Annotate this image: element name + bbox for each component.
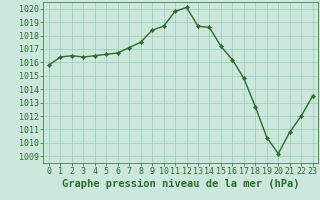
X-axis label: Graphe pression niveau de la mer (hPa): Graphe pression niveau de la mer (hPa) [62, 179, 300, 189]
